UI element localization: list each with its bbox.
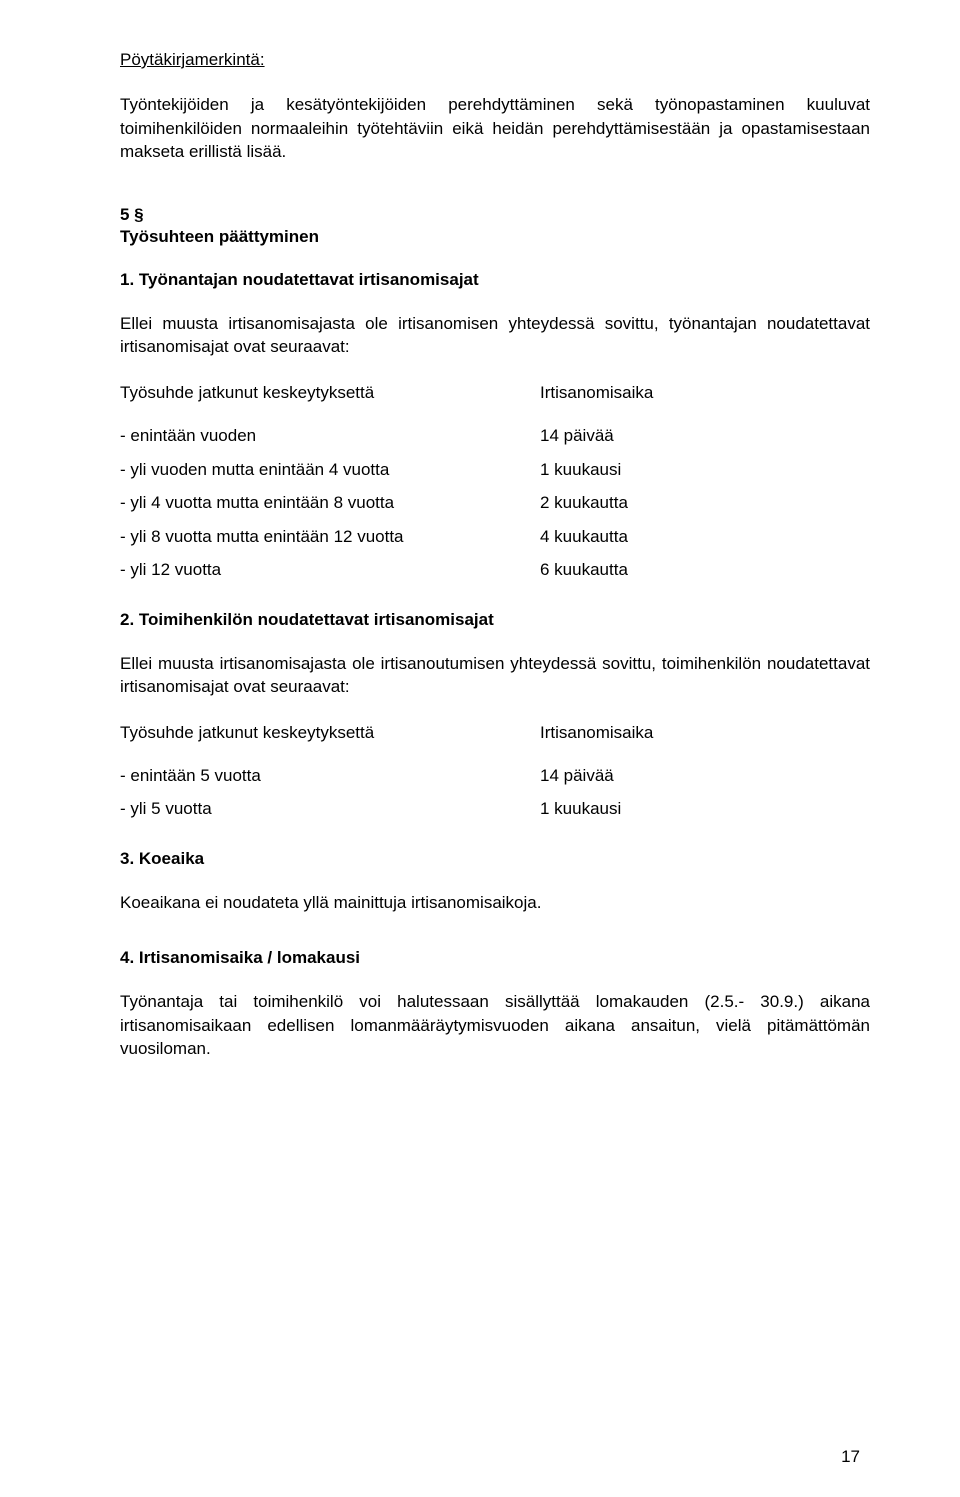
employer-row: - enintään vuoden 14 päivää: [120, 424, 870, 447]
record-note-heading: Pöytäkirjamerkintä:: [120, 48, 870, 71]
employee-table-header: Työsuhde jatkunut keskeytyksettä Irtisan…: [120, 721, 870, 744]
trial-heading: 3. Koeaika: [120, 849, 870, 869]
vacation-text: Työnantaja tai toimihenkilö voi halutess…: [120, 990, 870, 1060]
document-page: Pöytäkirjamerkintä: Työntekijöiden ja ke…: [0, 0, 960, 1497]
employer-header-right: Irtisanomisaika: [540, 381, 870, 404]
section-5-title: Työsuhteen päättyminen: [120, 226, 870, 248]
vacation-heading: 4. Irtisanomisaika / lomakausi: [120, 948, 870, 968]
employer-header-left: Työsuhde jatkunut keskeytyksettä: [120, 381, 540, 404]
employer-row-left: - yli 4 vuotta mutta enintään 8 vuotta: [120, 491, 540, 514]
employer-row: - yli 8 vuotta mutta enintään 12 vuotta …: [120, 525, 870, 548]
employer-row-left: - yli vuoden mutta enintään 4 vuotta: [120, 458, 540, 481]
employee-row-left: - yli 5 vuotta: [120, 797, 540, 820]
employer-row-right: 1 kuukausi: [540, 458, 870, 481]
record-note-text: Työntekijöiden ja kesätyöntekijöiden per…: [120, 93, 870, 163]
employer-row: - yli 12 vuotta 6 kuukautta: [120, 558, 870, 581]
employee-row-right: 14 päivää: [540, 764, 870, 787]
employer-intro: Ellei muusta irtisanomisajasta ole irtis…: [120, 312, 870, 359]
employer-row: - yli 4 vuotta mutta enintään 8 vuotta 2…: [120, 491, 870, 514]
page-number: 17: [841, 1447, 860, 1467]
employee-intro: Ellei muusta irtisanomisajasta ole irtis…: [120, 652, 870, 699]
employee-row: - enintään 5 vuotta 14 päivää: [120, 764, 870, 787]
employee-row: - yli 5 vuotta 1 kuukausi: [120, 797, 870, 820]
section-5-number: 5 §: [120, 204, 870, 226]
employer-row-left: - yli 12 vuotta: [120, 558, 540, 581]
employer-row-right: 2 kuukautta: [540, 491, 870, 514]
employer-row: - yli vuoden mutta enintään 4 vuotta 1 k…: [120, 458, 870, 481]
employee-heading: 2. Toimihenkilön noudatettavat irtisanom…: [120, 610, 870, 630]
employer-table-header: Työsuhde jatkunut keskeytyksettä Irtisan…: [120, 381, 870, 404]
employee-header-left: Työsuhde jatkunut keskeytyksettä: [120, 721, 540, 744]
employee-row-left: - enintään 5 vuotta: [120, 764, 540, 787]
employee-header-right: Irtisanomisaika: [540, 721, 870, 744]
employer-row-right: 14 päivää: [540, 424, 870, 447]
employer-row-left: - enintään vuoden: [120, 424, 540, 447]
employee-row-right: 1 kuukausi: [540, 797, 870, 820]
employer-row-right: 4 kuukautta: [540, 525, 870, 548]
employer-heading: 1. Työnantajan noudatettavat irtisanomis…: [120, 270, 870, 290]
employer-row-right: 6 kuukautta: [540, 558, 870, 581]
trial-text: Koeaikana ei noudateta yllä mainittuja i…: [120, 891, 870, 914]
employer-row-left: - yli 8 vuotta mutta enintään 12 vuotta: [120, 525, 540, 548]
